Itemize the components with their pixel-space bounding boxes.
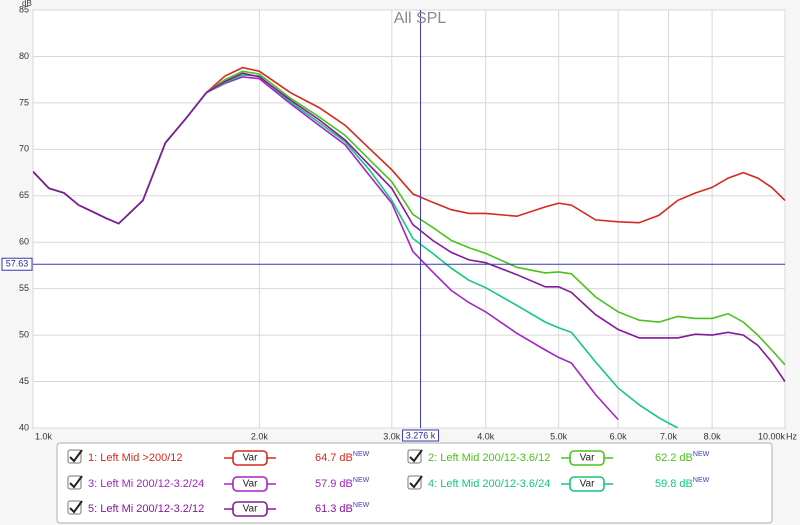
legend-check	[69, 500, 83, 514]
legend-value-number: 59.8	[655, 478, 676, 490]
chart-title: All SPL	[394, 10, 447, 27]
legend-badge: NEW	[353, 502, 370, 509]
cursor-y-label: 57.63	[6, 259, 29, 269]
legend-var-label: Var	[243, 453, 258, 464]
y-tick-label: 45	[19, 376, 29, 386]
legend-var-label: Var	[243, 504, 258, 515]
legend-entry: 2: Left Mid 200/12-3.6/12	[428, 452, 550, 464]
legend-var-button[interactable]	[232, 476, 268, 492]
legend-checkbox[interactable]	[407, 475, 422, 490]
legend-value-number: 64.7	[315, 452, 336, 464]
legend-value: 64.7 dBNEW	[315, 451, 370, 464]
x-tick-label: 8.0k	[704, 431, 722, 441]
x-tick-label: 1.0k	[35, 431, 53, 441]
legend-value-number: 62.2	[655, 452, 676, 464]
legend-badge: NEW	[693, 451, 710, 458]
legend-value-unit: dB	[679, 478, 692, 490]
legend-var-label: Var	[580, 453, 595, 464]
legend-var-label: Var	[243, 479, 258, 490]
legend-badge: NEW	[353, 477, 370, 484]
legend-var-button[interactable]	[569, 476, 605, 492]
x-tick-label: 7.0k	[660, 431, 678, 441]
cursor-x-label: 3.276 k	[406, 430, 436, 440]
legend-value-number: 57.9	[315, 478, 336, 490]
x-tick-label: 6.0k	[610, 431, 628, 441]
x-tick-label: 5.0k	[550, 431, 568, 441]
legend-var-label: Var	[580, 479, 595, 490]
legend-value-unit: dB	[679, 452, 692, 464]
y-tick-label: 55	[19, 283, 29, 293]
legend-checkbox[interactable]	[67, 475, 82, 490]
x-tick-label: 4.0k	[477, 431, 495, 441]
x-tick-label: 10.00k	[758, 431, 786, 441]
x-axis-label: Hz	[786, 431, 797, 441]
cursor-x-box	[402, 429, 440, 442]
legend-badge: NEW	[353, 451, 370, 458]
legend-entry: 5: Left Mi 200/12-3.2/12	[88, 503, 204, 515]
x-tick-label: 3.0k	[383, 431, 401, 441]
legend-check	[409, 475, 423, 489]
y-tick-label: 70	[19, 144, 29, 154]
legend-checkbox[interactable]	[67, 449, 82, 464]
y-tick-label: 65	[19, 190, 29, 200]
legend-var-button[interactable]	[232, 450, 268, 466]
cursor-y-box	[1, 257, 33, 271]
y-tick-label: 80	[19, 51, 29, 61]
y-tick-label: 85	[19, 4, 29, 14]
y-tick-label: 60	[19, 237, 29, 247]
legend-value: 59.8 dBNEW	[655, 477, 710, 490]
legend-value: 61.3 dBNEW	[315, 502, 370, 515]
legend-value: 62.2 dBNEW	[655, 451, 710, 464]
legend-value: 57.9 dBNEW	[315, 477, 370, 490]
legend-var-button[interactable]	[569, 450, 605, 466]
legend-value-unit: dB	[339, 452, 352, 464]
legend-entry: 1: Left Mid >200/12	[88, 452, 182, 464]
legend-var-button[interactable]	[232, 501, 268, 517]
legend-value-number: 61.3	[315, 503, 336, 515]
legend-badge: NEW	[693, 477, 710, 484]
legend-value-unit: dB	[339, 503, 352, 515]
legend-checkbox[interactable]	[67, 500, 82, 515]
legend-entry: 3: Left Mi 200/12-3.2/24	[88, 478, 204, 490]
x-tick-label: 2.0k	[251, 431, 269, 441]
y-tick-label: 40	[19, 422, 29, 432]
legend-check	[69, 449, 83, 463]
legend-check	[409, 449, 423, 463]
legend-value-unit: dB	[339, 478, 352, 490]
series-line	[33, 72, 785, 383]
y-tick-label: 75	[19, 97, 29, 107]
y-tick-label: 50	[19, 329, 29, 339]
legend-entry: 4: Left Mid 200/12-3.6/24	[428, 478, 550, 490]
legend-check	[69, 475, 83, 489]
y-axis-label: dB	[22, 0, 32, 8]
legend-checkbox[interactable]	[407, 449, 422, 464]
